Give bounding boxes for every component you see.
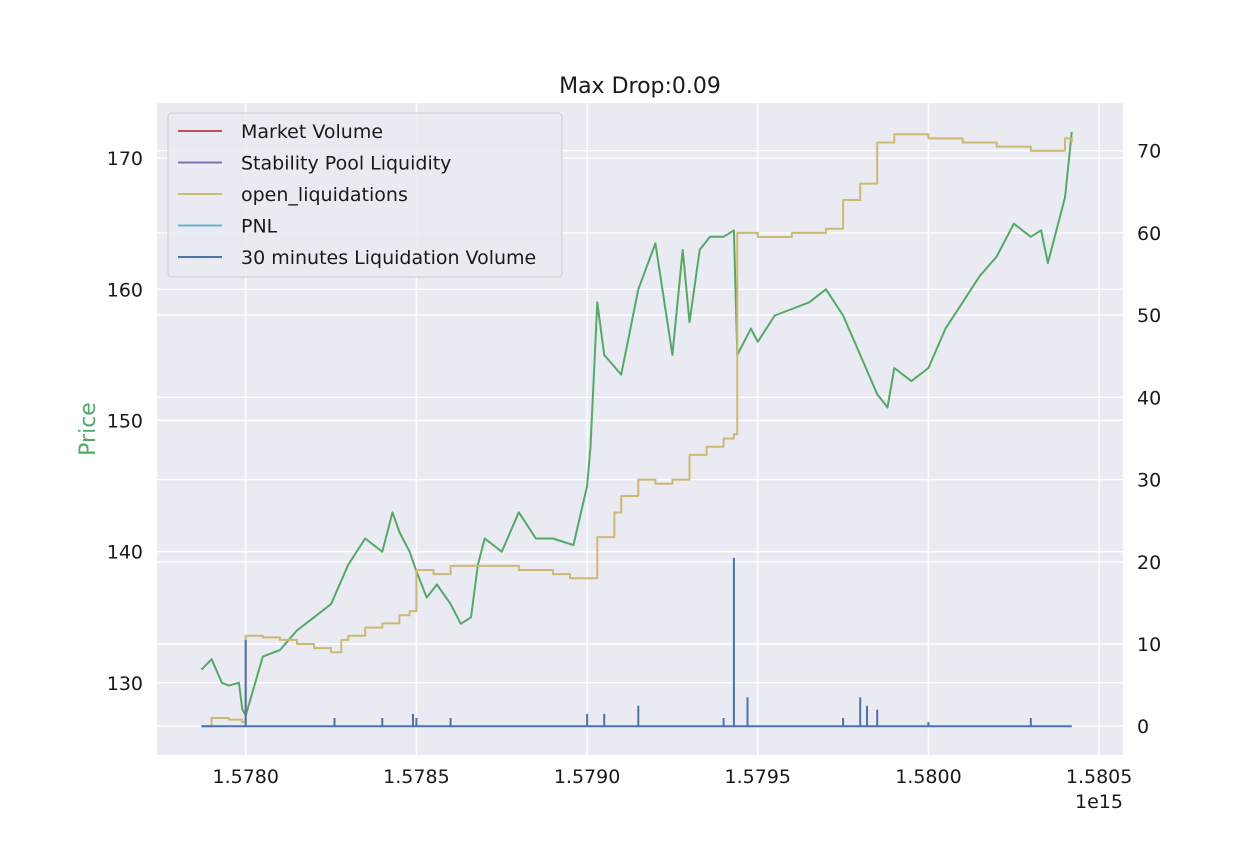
legend-label: open_liquidations bbox=[241, 184, 408, 206]
x-tick-label: 1.5800 bbox=[895, 766, 961, 788]
x-tick-label: 1.5780 bbox=[213, 766, 279, 788]
y-right-tick-label: 0 bbox=[1137, 716, 1149, 738]
legend: Market Volume Stability Pool Liquidity ope… bbox=[167, 112, 563, 278]
y-right-tick-label: 60 bbox=[1137, 223, 1161, 245]
series-line-0 bbox=[200, 131, 1073, 717]
y-right-tick-label: 20 bbox=[1137, 552, 1161, 574]
y-right-tick-label: 40 bbox=[1137, 387, 1161, 409]
legend-label: 30 minutes Liquidation Volume bbox=[241, 247, 536, 269]
y-left-tick-label: 160 bbox=[107, 279, 143, 301]
series-line-1 bbox=[201, 133, 1073, 728]
y-right-tick-label: 50 bbox=[1137, 305, 1161, 327]
legend-box bbox=[167, 112, 563, 278]
y-axis-label: Price bbox=[76, 402, 101, 456]
x-tick-label: 1.5805 bbox=[1066, 766, 1132, 788]
y-left-tick-label: 170 bbox=[107, 148, 143, 170]
legend-label: PNL bbox=[241, 216, 278, 238]
chart-title: Max Drop:0.09 bbox=[559, 74, 721, 99]
x-tick-label: 1.5785 bbox=[383, 766, 449, 788]
x-axis-offset-label: 1e15 bbox=[1075, 791, 1123, 813]
data-series bbox=[200, 131, 1073, 728]
legend-label: Market Volume bbox=[241, 121, 383, 143]
legend-label: Stability Pool Liquidity bbox=[241, 153, 451, 175]
series-line-2 bbox=[201, 557, 1072, 728]
y-right-tick-label: 70 bbox=[1137, 141, 1161, 163]
y-axis-left: 130 140 150 160 170 bbox=[107, 148, 143, 695]
x-axis: 1.5780 1.5785 1.5790 1.5795 1.5800 1.5805 bbox=[213, 766, 1133, 788]
y-left-tick-label: 130 bbox=[107, 673, 143, 695]
y-right-tick-label: 10 bbox=[1137, 634, 1161, 656]
y-axis-right: 0 10 20 30 40 50 60 70 bbox=[1137, 141, 1161, 739]
y-left-tick-label: 140 bbox=[107, 542, 143, 564]
y-left-tick-label: 150 bbox=[107, 410, 143, 432]
x-tick-label: 1.5790 bbox=[554, 766, 620, 788]
y-right-tick-label: 30 bbox=[1137, 470, 1161, 492]
x-tick-label: 1.5795 bbox=[725, 766, 791, 788]
